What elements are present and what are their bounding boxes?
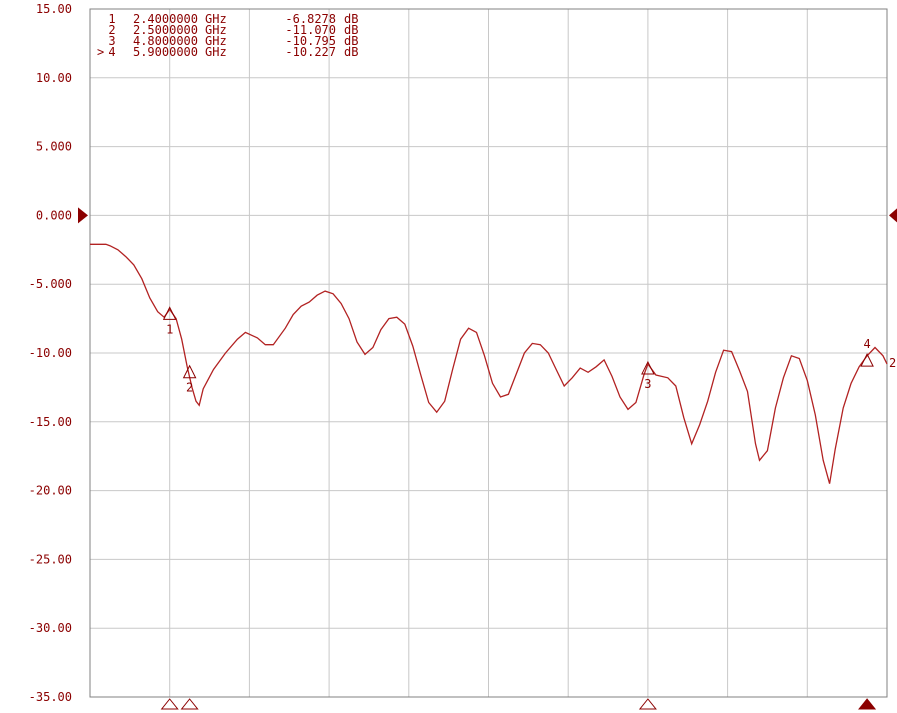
- marker-table-val-unit: dB: [344, 45, 358, 59]
- marker-table-freq: 4.8000000: [133, 34, 198, 48]
- y-tick-label: 0.000: [36, 208, 72, 222]
- marker-2-label: 2: [186, 381, 193, 395]
- marker-table-freq-unit: GHz: [205, 34, 227, 48]
- grid: [90, 9, 887, 697]
- marker-table-val: -10.227: [285, 45, 336, 59]
- marker-table-num: 4: [108, 45, 115, 59]
- y-tick-label: -35.00: [29, 690, 72, 704]
- y-tick-label: 15.00: [36, 2, 72, 16]
- marker-table-freq-unit: GHz: [205, 23, 227, 37]
- plot-frame: [89, 8, 888, 698]
- marker-3-label: 3: [644, 377, 651, 391]
- reference-level-markers: [78, 207, 897, 224]
- marker-4-axis-indicator: [858, 698, 877, 710]
- y-tick-labels: 15.00 10.00 5.000 0.000 -5.000 -10.00 -15.00 -2…: [29, 2, 72, 704]
- marker-edge-label: 2: [889, 356, 896, 370]
- marker-table-num: 1: [108, 12, 115, 26]
- marker-table-val-unit: dB: [344, 23, 358, 37]
- marker-table-freq-unit: GHz: [205, 45, 227, 59]
- marker-1-triangle: [162, 306, 177, 320]
- marker-4-label: 4: [863, 337, 870, 351]
- y-tick-label: -20.00: [29, 484, 72, 498]
- y-tick-label: -25.00: [29, 552, 72, 566]
- marker-table-val-unit: dB: [344, 34, 358, 48]
- y-tick-label: -30.00: [29, 621, 72, 635]
- marker-2-axis-indicator: [180, 698, 199, 710]
- marker-4-triangle: [860, 353, 874, 367]
- marker-3-triangle: [641, 360, 655, 375]
- marker-3-axis-indicator: [638, 698, 657, 710]
- y-tick-label: -10.00: [29, 346, 72, 360]
- marker-table-freq: 2.5000000: [133, 23, 198, 37]
- marker-table-val: -11.070: [285, 23, 336, 37]
- axis-marker-group: [160, 698, 877, 710]
- marker-table-num: 3: [108, 34, 115, 48]
- marker-table-prefix: >: [97, 45, 104, 59]
- ref-level-left-marker: [78, 207, 88, 224]
- marker-1-label: 1: [166, 322, 173, 336]
- y-tick-label: -15.00: [29, 415, 72, 429]
- trace-line: [90, 243, 888, 484]
- marker-table-val: -6.8278: [285, 12, 336, 26]
- y-tick-label: 10.00: [36, 71, 72, 85]
- y-tick-label: -5.000: [29, 277, 72, 291]
- marker-table-freq: 5.9000000: [133, 45, 198, 59]
- marker-table-freq: 2.4000000: [133, 12, 198, 26]
- marker-table-val: -10.795: [285, 34, 336, 48]
- marker-1-axis-indicator: [160, 698, 179, 710]
- marker-2-triangle: [182, 364, 197, 379]
- ref-level-right-marker: [889, 208, 897, 223]
- marker-table: 1 2.4000000 GHz -6.8278 dB 2 2.5000000 GHz -11.0…: [97, 12, 358, 59]
- y-tick-label: 5.000: [36, 140, 72, 154]
- marker-table-val-unit: dB: [344, 12, 358, 26]
- marker-group: 1 2 3 4: [162, 306, 874, 395]
- marker-table-num: 2: [108, 23, 115, 37]
- marker-table-freq-unit: GHz: [205, 12, 227, 26]
